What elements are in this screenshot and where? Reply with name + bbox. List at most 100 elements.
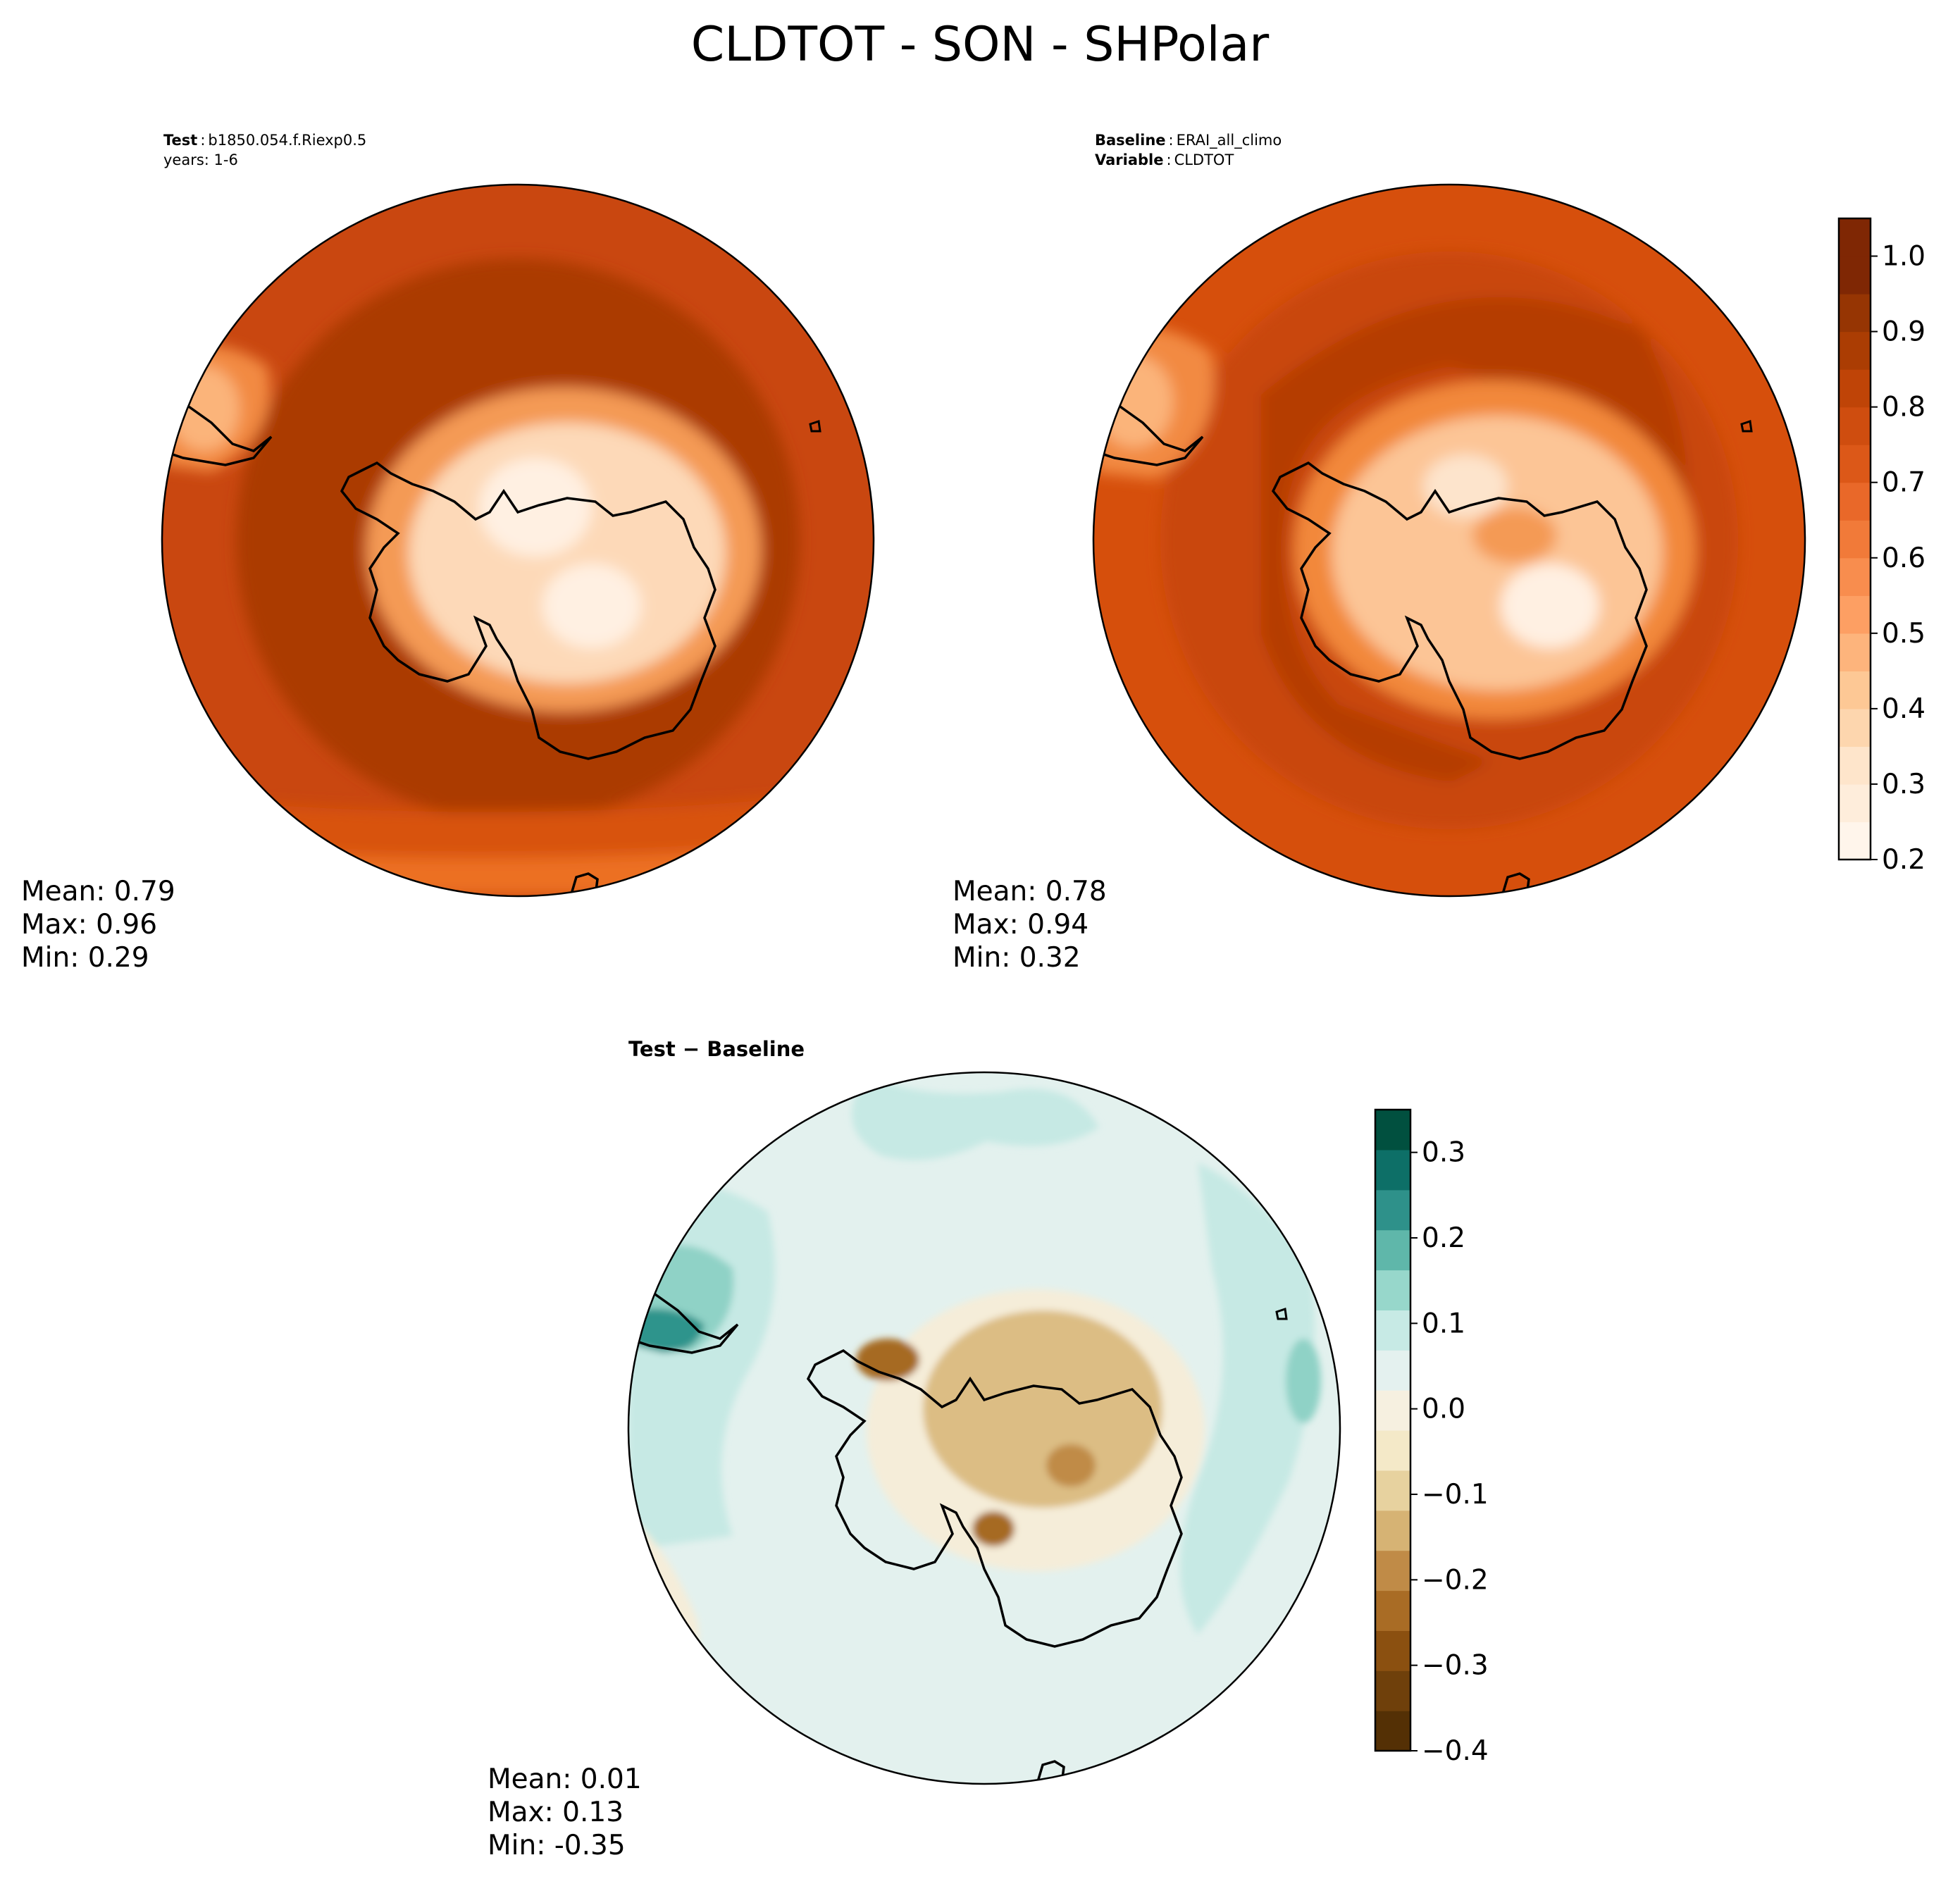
- diff-colorbar-tick-label: −0.4: [1422, 1735, 1489, 1767]
- main-colorbar-band: [1839, 369, 1871, 408]
- test-map: [162, 185, 874, 896]
- baseline-label: Baseline: [1095, 132, 1166, 149]
- main-colorbar-band: [1839, 595, 1871, 634]
- difference-map: [628, 1072, 1340, 1784]
- test-south-america-coast: [162, 393, 273, 466]
- difference-panel: Test − Baseline: [488, 1037, 1341, 1861]
- test-panel: Test: b1850.054.f.Riexp0.5 years: 1-6 Mea: [21, 132, 875, 974]
- test-label-sep: :: [200, 132, 205, 149]
- difference-min: Min: -0.35: [488, 1830, 626, 1861]
- baseline-map-boundary: [1092, 183, 1806, 898]
- difference-map-boundary: [627, 1071, 1341, 1785]
- test-years: years: 1-6: [163, 151, 238, 168]
- diff-colorbar-band: [1375, 1310, 1410, 1351]
- baseline-ice-interior-dark: [1472, 507, 1557, 564]
- diff-colorbar-band: [1375, 1430, 1410, 1471]
- test-label: Test: [163, 132, 197, 149]
- baseline-mean: Mean: 0.78: [953, 876, 1107, 907]
- difference-island: [1275, 1308, 1288, 1320]
- diff-colorbar: 0.3 0.2 0.1 0.0 −0.1 −0.2 −0.3 −0.4: [1374, 1108, 1489, 1767]
- test-ice-core-2: [542, 564, 641, 648]
- main-colorbar-band: [1839, 331, 1871, 370]
- difference-title: Test − Baseline: [628, 1037, 805, 1061]
- main-colorbar-band: [1839, 256, 1871, 294]
- difference-south-america-coast: [628, 1281, 739, 1354]
- diff-colorbar-band: [1375, 1350, 1410, 1391]
- diff-brown-dark-1: [856, 1339, 919, 1381]
- test-island: [809, 420, 821, 433]
- main-colorbar-band: [1839, 520, 1871, 559]
- diff-colorbar-band: [1375, 1630, 1410, 1671]
- variable-label: Variable: [1095, 151, 1163, 168]
- main-colorbar: 0.2 0.3 0.4 0.5 0.6 0.7 0.8 0.9 1.0: [1837, 217, 1925, 876]
- diff-colorbar-tick-label: 0.0: [1422, 1394, 1465, 1425]
- diff-colorbar-band: [1375, 1670, 1410, 1711]
- main-colorbar-band: [1839, 482, 1871, 521]
- main-colorbar-tick-label: 0.9: [1882, 316, 1925, 348]
- baseline-header-line1: Baseline: ERAI_all_climo: [1095, 132, 1282, 149]
- main-colorbar-band: [1839, 294, 1871, 333]
- baseline-header-line2: Variable: CLDTOT: [1095, 151, 1234, 168]
- diff-colorbar-ticks: 0.3 0.2 0.1 0.0 −0.1 −0.2 −0.3 −0.4: [1410, 1137, 1489, 1767]
- difference-max: Max: 0.13: [488, 1797, 624, 1828]
- diff-colorbar-outline: [1374, 1108, 1412, 1752]
- diff-colorbar-band: [1375, 1110, 1410, 1151]
- baseline-island: [1740, 420, 1753, 433]
- diff-colorbar-bands: [1375, 1110, 1410, 1751]
- diff-teal-east: [1180, 1162, 1315, 1635]
- main-colorbar-outline: [1837, 217, 1872, 861]
- main-colorbar-tick-label: 0.4: [1882, 693, 1925, 725]
- baseline-label-sep: :: [1169, 132, 1174, 149]
- baseline-case-name: ERAI_all_climo: [1177, 132, 1282, 149]
- baseline-map: [1093, 185, 1805, 896]
- test-header-line1: Test: b1850.054.f.Riexp0.5: [163, 132, 366, 149]
- test-map-boundary: [161, 183, 875, 898]
- test-nz-coast: [569, 872, 599, 896]
- diff-colorbar-tick-label: −0.1: [1422, 1479, 1489, 1511]
- diff-colorbar-band: [1375, 1270, 1410, 1310]
- variable-name: CLDTOT: [1174, 151, 1234, 168]
- diff-colorbar-tick-label: −0.2: [1422, 1564, 1489, 1596]
- difference-mean: Mean: 0.01: [488, 1763, 642, 1795]
- main-colorbar-band: [1839, 708, 1871, 748]
- baseline-panel: Baseline: ERAI_all_climo Variable: CLDTOT: [953, 132, 1806, 974]
- baseline-ice-core-1: [1501, 564, 1599, 648]
- main-colorbar-tick-label: 0.3: [1882, 769, 1925, 800]
- test-max: Max: 0.96: [21, 909, 157, 941]
- difference-nz-coast: [1036, 1760, 1065, 1784]
- main-colorbar-bands: [1839, 218, 1871, 860]
- diff-colorbar-band: [1375, 1590, 1410, 1631]
- main-colorbar-band: [1839, 746, 1871, 785]
- test-west-light-core: [169, 366, 240, 451]
- diff-colorbar-band: [1375, 1711, 1410, 1751]
- main-colorbar-band: [1839, 445, 1871, 483]
- main-colorbar-band: [1839, 557, 1871, 596]
- diff-colorbar-band: [1375, 1550, 1410, 1592]
- main-colorbar-tick-label: 0.7: [1882, 467, 1925, 499]
- main-colorbar-ticks: 0.2 0.3 0.4 0.5 0.6 0.7 0.8 0.9 1.0: [1871, 241, 1925, 876]
- main-colorbar-tick-label: 0.5: [1882, 618, 1925, 650]
- diff-colorbar-band: [1375, 1189, 1410, 1231]
- main-colorbar-band: [1839, 407, 1871, 445]
- diff-colorbar-tick-label: 0.2: [1422, 1222, 1465, 1254]
- diff-brown-dark-2: [972, 1511, 1015, 1546]
- main-colorbar-tick-label: 0.8: [1882, 392, 1925, 423]
- diff-colorbar-band: [1375, 1510, 1410, 1551]
- diff-teal-north: [852, 1074, 1099, 1160]
- baseline-south-america-coast: [1093, 393, 1204, 466]
- main-colorbar-tick-label: 0.2: [1882, 844, 1925, 876]
- variable-label-sep: :: [1166, 151, 1171, 168]
- diff-colorbar-tick-label: −0.3: [1422, 1650, 1489, 1682]
- baseline-min: Min: 0.32: [953, 942, 1081, 974]
- diff-colorbar-tick-label: 0.1: [1422, 1308, 1465, 1339]
- test-ice-sheet: [409, 423, 726, 683]
- main-colorbar-tick-label: 1.0: [1882, 241, 1925, 273]
- test-case-name: b1850.054.f.Riexp0.5: [208, 132, 366, 149]
- main-colorbar-band: [1839, 821, 1871, 860]
- baseline-ice-core-2: [1423, 454, 1508, 518]
- diff-brown-ice-mid: [923, 1310, 1162, 1508]
- test-mean: Mean: 0.79: [21, 876, 175, 907]
- diff-colorbar-band: [1375, 1470, 1410, 1511]
- main-colorbar-band: [1839, 671, 1871, 709]
- main-colorbar-band: [1839, 633, 1871, 671]
